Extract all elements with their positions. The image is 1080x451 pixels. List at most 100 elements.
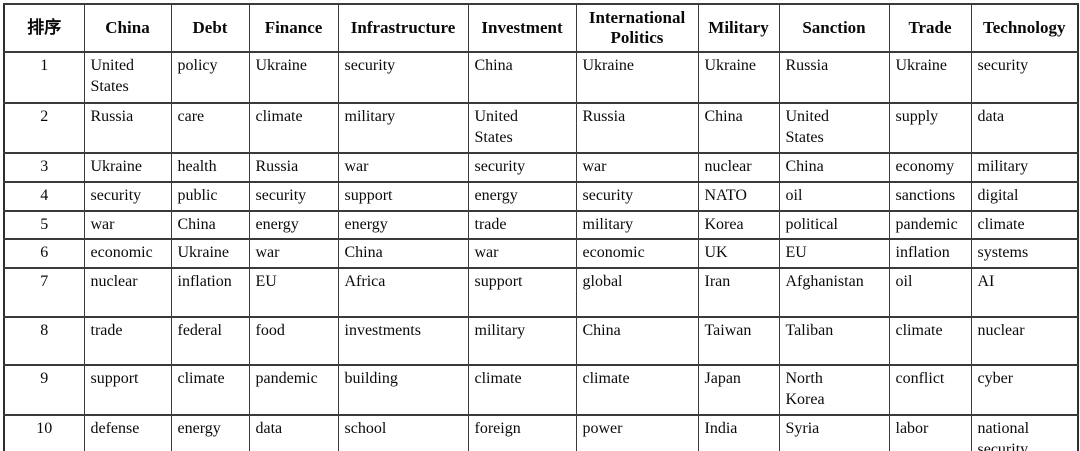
- ranked-keywords-table: 排序 China Debt Finance Infrastructure Investme…: [3, 3, 1079, 451]
- keyword-cell: military: [970, 152, 1079, 183]
- keyword-cell: Taiwan: [697, 316, 780, 367]
- keyword-cell: EU: [778, 238, 890, 270]
- table-row: 9 support climate pandemic building climate cl…: [3, 364, 1079, 416]
- column-header-cell: Investment: [467, 3, 577, 53]
- keyword-cell: defense: [83, 413, 172, 451]
- keyword-cell: foreign: [467, 413, 577, 451]
- keyword-cell: China: [697, 102, 780, 154]
- column-header-cell: Sanction: [778, 3, 890, 53]
- keyword-cell: data: [970, 102, 1079, 154]
- keyword-cell: oil: [888, 267, 972, 319]
- keyword-cell: Japan: [697, 364, 780, 416]
- keyword-cell: India: [697, 413, 780, 451]
- keyword-cell: climate: [467, 364, 577, 416]
- keyword-cell: security: [575, 180, 699, 212]
- keyword-cell: public: [170, 180, 250, 212]
- keyword-cell: Ukraine: [83, 152, 172, 183]
- keyword-cell: conflict: [888, 364, 972, 416]
- rank-cell: 5: [3, 209, 85, 241]
- keyword-cell: war: [83, 209, 172, 241]
- keyword-cell: Taliban: [778, 316, 890, 367]
- keyword-cell: military: [575, 209, 699, 241]
- keyword-cell: Ukraine: [888, 51, 972, 104]
- keyword-cell: security: [970, 51, 1079, 104]
- keyword-cell: economic: [575, 238, 699, 270]
- keyword-cell: inflation: [888, 238, 972, 270]
- keyword-cell: federal: [170, 316, 250, 367]
- keyword-cell: labor: [888, 413, 972, 451]
- keyword-cell: security: [248, 180, 339, 212]
- rank-cell: 2: [3, 102, 85, 154]
- rank-cell: 7: [3, 267, 85, 319]
- keyword-cell: nuclear: [970, 316, 1079, 367]
- keyword-cell: Afghanistan: [778, 267, 890, 319]
- rank-cell: 6: [3, 238, 85, 270]
- keyword-cell: security: [467, 152, 577, 183]
- column-header-cell: Debt: [170, 3, 250, 53]
- keyword-cell: NATO: [697, 180, 780, 212]
- keyword-cell: climate: [970, 209, 1079, 241]
- keyword-cell: global: [575, 267, 699, 319]
- table-row: 6 economic Ukraine war China war economic UK EU i…: [3, 238, 1079, 270]
- keyword-cell: Russia: [248, 152, 339, 183]
- keyword-cell: United States: [467, 102, 577, 154]
- table-row: 4 security public security support energy secu…: [3, 180, 1079, 212]
- table-row: 3 Ukraine health Russia war security war nuclea…: [3, 152, 1079, 183]
- keyword-cell: school: [337, 413, 469, 451]
- rank-cell: 4: [3, 180, 85, 212]
- keyword-cell: cyber: [970, 364, 1079, 416]
- keyword-cell: Ukraine: [697, 51, 780, 104]
- keyword-cell: war: [467, 238, 577, 270]
- header-row: 排序 China Debt Finance Infrastructure Investme…: [3, 3, 1079, 53]
- keyword-cell: Ukraine: [575, 51, 699, 104]
- keyword-cell: policy: [170, 51, 250, 104]
- keyword-cell: economic: [83, 238, 172, 270]
- rank-cell: 9: [3, 364, 85, 416]
- keyword-cell: Korea: [697, 209, 780, 241]
- keyword-cell: nuclear: [697, 152, 780, 183]
- keyword-cell: China: [170, 209, 250, 241]
- keyword-cell: nuclear: [83, 267, 172, 319]
- keyword-cell: data: [248, 413, 339, 451]
- keyword-cell: support: [337, 180, 469, 212]
- keyword-cell: EU: [248, 267, 339, 319]
- column-header-cell: International Politics: [575, 3, 699, 53]
- keyword-cell: energy: [337, 209, 469, 241]
- keyword-cell: economy: [888, 152, 972, 183]
- keyword-cell: building: [337, 364, 469, 416]
- table-row: 8 trade federal food investments military Chin…: [3, 316, 1079, 367]
- rank-cell: 8: [3, 316, 85, 367]
- column-header-cell: Infrastructure: [337, 3, 469, 53]
- keyword-cell: Russia: [83, 102, 172, 154]
- keyword-cell: support: [467, 267, 577, 319]
- keyword-cell: support: [83, 364, 172, 416]
- keyword-cell: care: [170, 102, 250, 154]
- keyword-cell: inflation: [170, 267, 250, 319]
- keyword-cell: pandemic: [248, 364, 339, 416]
- keyword-cell: digital: [970, 180, 1079, 212]
- keyword-cell: Russia: [778, 51, 890, 104]
- keyword-cell: climate: [888, 316, 972, 367]
- keyword-cell: climate: [248, 102, 339, 154]
- keyword-cell: China: [778, 152, 890, 183]
- keyword-cell: Iran: [697, 267, 780, 319]
- keyword-cell: energy: [248, 209, 339, 241]
- table-header: 排序 China Debt Finance Infrastructure Investme…: [3, 3, 1079, 53]
- column-header-cell: Technology: [970, 3, 1079, 53]
- rank-cell: 1: [3, 51, 85, 104]
- keyword-cell: trade: [467, 209, 577, 241]
- table-body: 1 United States policy Ukraine security China…: [3, 51, 1079, 451]
- column-header-cell: Military: [697, 3, 780, 53]
- keyword-cell: pandemic: [888, 209, 972, 241]
- keyword-cell: war: [337, 152, 469, 183]
- keyword-cell: energy: [467, 180, 577, 212]
- rank-cell: 3: [3, 152, 85, 183]
- keyword-cell: Russia: [575, 102, 699, 154]
- keyword-cell: North Korea: [778, 364, 890, 416]
- keyword-cell: China: [467, 51, 577, 104]
- keyword-cell: military: [337, 102, 469, 154]
- keyword-cell: systems: [970, 238, 1079, 270]
- column-header-cell: Finance: [248, 3, 339, 53]
- keyword-cell: Ukraine: [170, 238, 250, 270]
